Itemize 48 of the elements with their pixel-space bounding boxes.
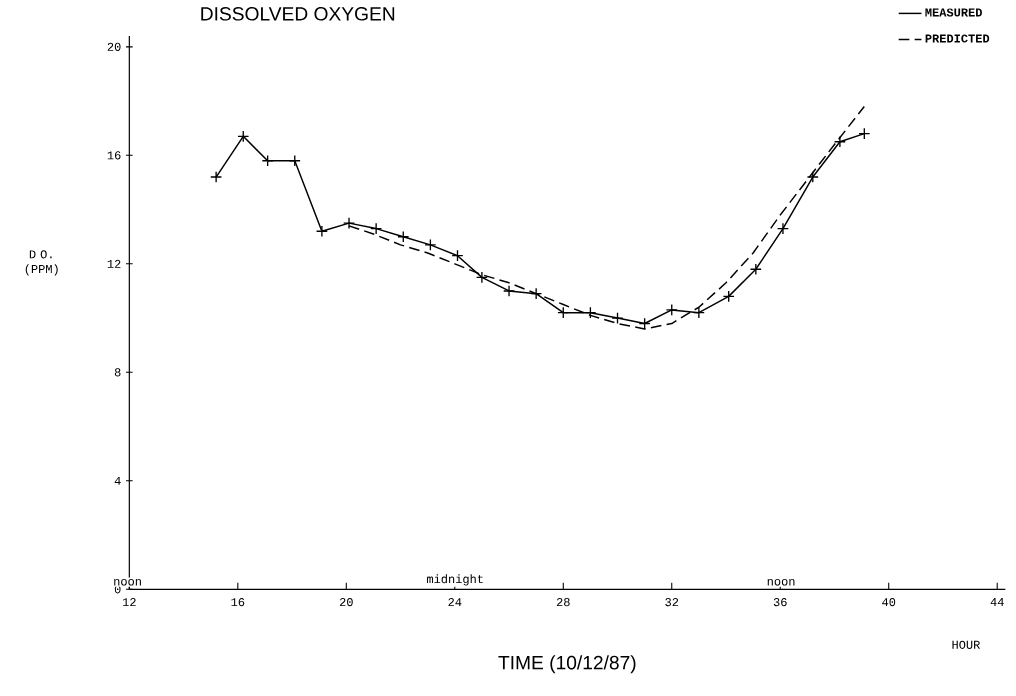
x-tick-label: 36 — [773, 598, 787, 607]
x-tick-label: 20 — [339, 598, 353, 607]
point — [475, 271, 488, 284]
point — [665, 303, 678, 316]
point — [692, 306, 705, 319]
point — [806, 171, 819, 184]
point — [237, 130, 250, 143]
x-tick-label: 24 — [448, 598, 462, 607]
point — [638, 317, 651, 330]
y-tick-label: 12 — [107, 259, 121, 268]
x-tick-label: 40 — [882, 598, 896, 607]
point — [776, 222, 789, 235]
point — [451, 249, 464, 262]
x-tick-label: 44 — [990, 598, 1004, 606]
point — [858, 127, 871, 140]
point — [557, 306, 570, 319]
annotation: midnight — [426, 574, 483, 586]
x-tick-label: 32 — [665, 598, 679, 607]
legend-label: PREDICTED — [925, 34, 990, 43]
point — [584, 306, 597, 319]
text: HOUR — [952, 640, 981, 649]
y-tick-label: 8 — [114, 368, 121, 377]
legend-label: MEASURED — [925, 8, 982, 17]
point — [611, 312, 624, 325]
y-axis-title: D O. (PPM) — [25, 250, 58, 276]
x-tick-label: 16 — [231, 598, 245, 607]
y-tick-label: 4 — [114, 476, 121, 485]
point — [397, 230, 410, 243]
x-tick-label: 12 — [122, 598, 136, 607]
y-tick-label: 20 — [107, 42, 121, 51]
x-tick-label: 28 — [556, 598, 570, 607]
point — [343, 217, 356, 230]
point — [749, 263, 762, 276]
point — [315, 225, 328, 238]
annotation: noon — [767, 578, 795, 586]
point — [503, 284, 516, 297]
point — [833, 135, 846, 148]
point — [210, 171, 223, 184]
x-axis-title: TIME (10/12/87) — [498, 655, 636, 674]
point — [530, 287, 543, 300]
point — [288, 154, 301, 167]
point — [424, 238, 437, 251]
annotation: noon — [114, 578, 141, 586]
point — [370, 222, 383, 235]
point — [722, 290, 735, 303]
point — [261, 154, 274, 167]
y-tick-label: 16 — [107, 151, 121, 160]
chart-title: DISSOLVED OXYGEN — [201, 7, 395, 21]
